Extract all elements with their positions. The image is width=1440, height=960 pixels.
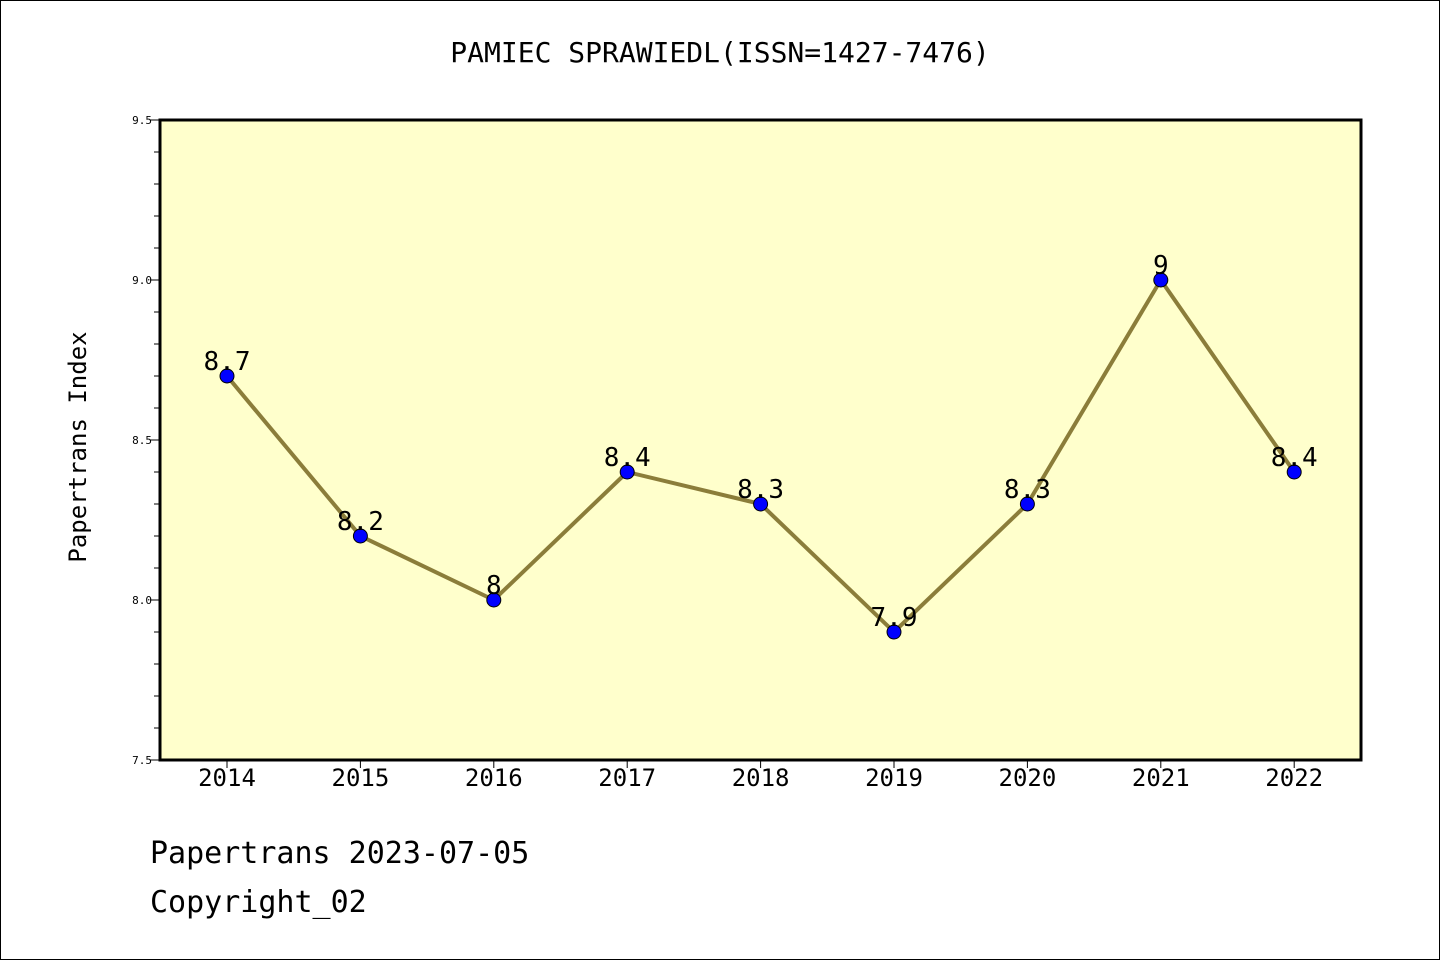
x-tick-label: 2019 bbox=[865, 764, 923, 792]
data-label: 8.2 bbox=[337, 507, 384, 537]
x-tick-label: 2017 bbox=[598, 764, 656, 792]
x-tick-label: 2015 bbox=[332, 764, 390, 792]
data-label: 8.3 bbox=[1004, 475, 1051, 505]
data-point bbox=[219, 368, 235, 384]
data-labels: 8.7 8.2 8 8.4 8.3 7.9 8.3 9 8.4 bbox=[204, 251, 1318, 633]
data-point bbox=[753, 496, 769, 512]
data-point bbox=[1286, 464, 1302, 480]
y-tick-label: 9.5 bbox=[132, 114, 152, 127]
footer-date: Papertrans 2023-07-05 bbox=[150, 836, 530, 871]
y-tick-label: 8.0 bbox=[132, 594, 152, 607]
y-tick-label: 7.5 bbox=[132, 754, 152, 767]
data-label: 8.7 bbox=[204, 347, 251, 377]
data-point bbox=[352, 528, 368, 544]
x-tick-label: 2022 bbox=[1265, 764, 1323, 792]
data-points bbox=[219, 272, 1302, 640]
data-label: 8.3 bbox=[737, 475, 784, 505]
data-label: 8 bbox=[486, 571, 502, 601]
x-tick-label: 2021 bbox=[1132, 764, 1190, 792]
data-label: 8.4 bbox=[1271, 443, 1318, 473]
chart-title: PAMIEC SPRAWIEDL(ISSN=1427-7476) bbox=[450, 36, 990, 69]
data-point bbox=[1019, 496, 1035, 512]
data-point bbox=[1153, 272, 1169, 288]
x-tick-label: 2016 bbox=[465, 764, 523, 792]
x-axis: 2014 2015 2016 2017 2018 2019 2020 2021 2022 bbox=[198, 760, 1323, 792]
data-label: 7.9 bbox=[871, 603, 918, 633]
x-tick-label: 2014 bbox=[198, 764, 256, 792]
y-tick-label: 9.0 bbox=[132, 274, 152, 287]
footer-copyright: Copyright_02 bbox=[150, 885, 367, 920]
y-axis: 7.5 8.0 8.5 9.0 9.5 bbox=[132, 114, 160, 767]
data-point bbox=[886, 624, 902, 640]
data-label: 8.4 bbox=[604, 443, 651, 473]
y-tick-label: 8.5 bbox=[132, 434, 152, 447]
data-point bbox=[486, 592, 502, 608]
data-point bbox=[619, 464, 635, 480]
x-tick-label: 2020 bbox=[999, 764, 1057, 792]
data-label: 9 bbox=[1153, 251, 1169, 281]
plot-area bbox=[158, 118, 1363, 762]
y-axis-label: Papertrans Index bbox=[64, 331, 92, 562]
x-tick-label: 2018 bbox=[732, 764, 790, 792]
